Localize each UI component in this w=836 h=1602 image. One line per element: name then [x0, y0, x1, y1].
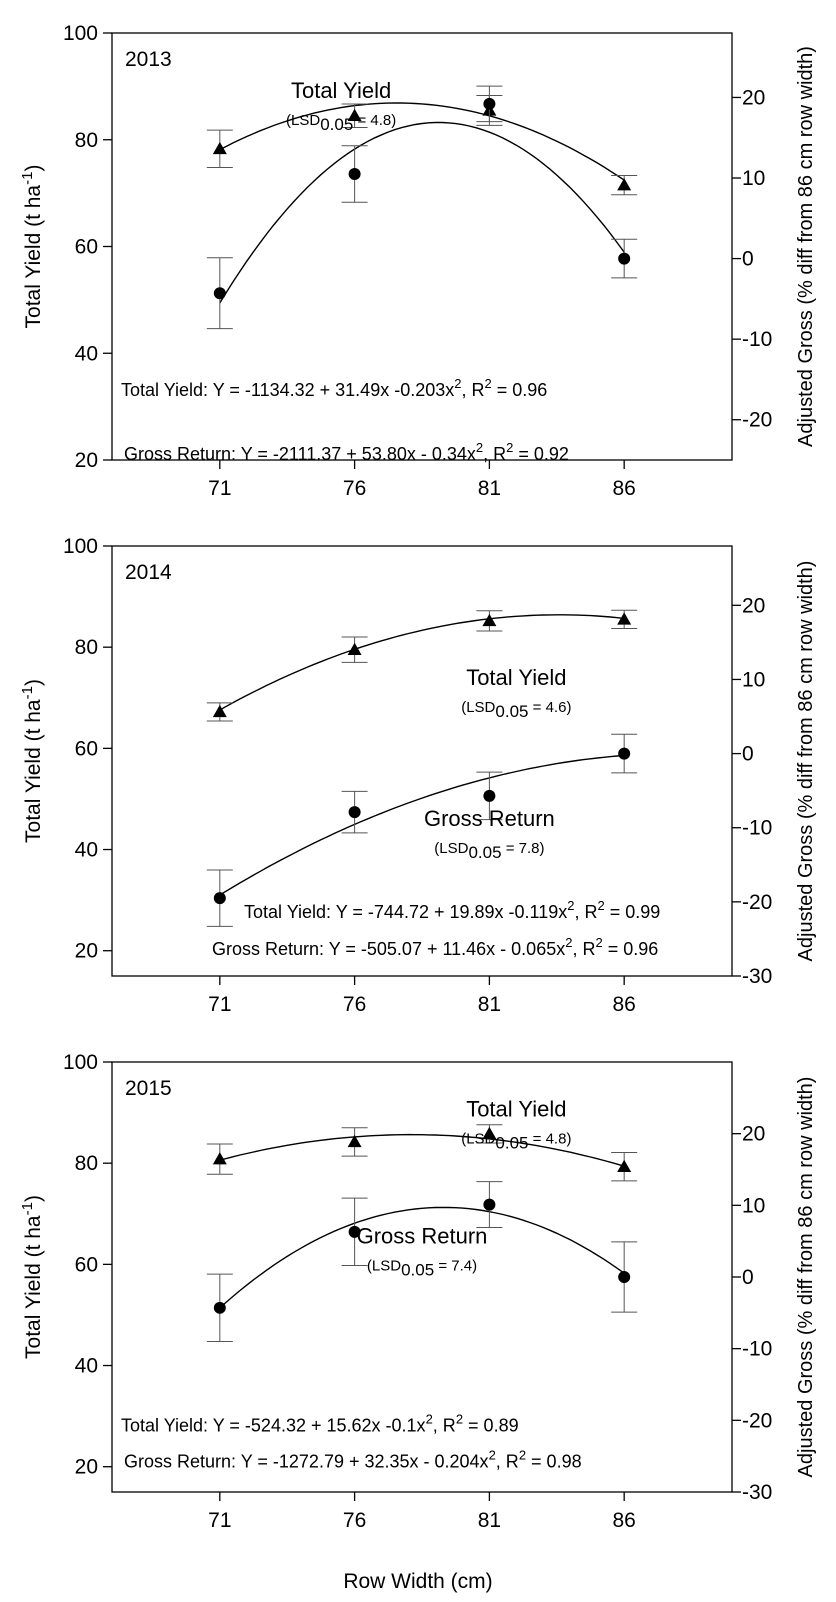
lsd-label: (LSD0.05 = 4.8) [286, 112, 396, 134]
data-point-circle [349, 806, 361, 818]
y-tick-label: 100 [63, 22, 98, 45]
y2-tick-label: -30 [742, 1481, 772, 1504]
data-point-triangle [617, 1160, 631, 1172]
y-tick-label: 60 [75, 1253, 98, 1276]
y-tick-label: 40 [75, 839, 98, 862]
y-tick-label: 100 [63, 1051, 98, 1074]
panel-year-label: 2013 [125, 48, 172, 71]
y2-tick-label: 20 [742, 86, 765, 109]
regression-equation: Gross Return: Y = -505.07 + 11.46x - 0.0… [212, 935, 658, 959]
y-axis-label: Total Yield (t ha-1) [19, 1195, 45, 1359]
y2-tick-label: 0 [742, 1266, 754, 1289]
y-tick-label: 20 [75, 940, 98, 963]
y-tick-label: 80 [75, 129, 98, 152]
y2-tick-label: -10 [742, 817, 772, 840]
lsd-label: (LSD0.05 = 7.4) [367, 1257, 477, 1279]
x-tick-label: 81 [478, 1509, 501, 1532]
y2-axis-label: Adjusted Gross (% diff from 86 cm row wi… [795, 1077, 817, 1478]
data-point-circle [483, 1199, 495, 1211]
regression-equation: Gross Return: Y = -1272.79 + 32.35x - 0.… [124, 1448, 582, 1472]
y-tick-label: 40 [75, 1355, 98, 1378]
y2-tick-label: 10 [742, 1194, 765, 1217]
y2-tick-label: -10 [742, 328, 772, 351]
x-tick-label: 71 [208, 993, 231, 1016]
y2-tick-label: -10 [742, 1338, 772, 1361]
y2-tick-label: 20 [742, 594, 765, 617]
data-point-triangle [617, 178, 631, 190]
x-tick-label: 71 [208, 1509, 231, 1532]
panel-year-label: 2014 [125, 561, 172, 584]
y-axis-label: Total Yield (t ha-1) [19, 679, 45, 843]
fit-curve [220, 123, 624, 304]
y2-tick-label: 10 [742, 167, 765, 190]
series-name-label: Total Yield [291, 78, 391, 103]
data-point-circle [214, 287, 226, 299]
y-tick-label: 80 [75, 636, 98, 659]
data-point-circle [349, 168, 361, 180]
y-tick-label: 100 [63, 535, 98, 558]
series-name-label: Gross Return [424, 806, 555, 831]
x-tick-label: 71 [208, 477, 231, 500]
y2-tick-label: -30 [742, 965, 772, 988]
chart-panel-2014: 20 40 60 80 100 -30 -20 -10 0 10 20 71 76 81 86 Total Y… [19, 535, 817, 1016]
y-tick-label: 60 [75, 737, 98, 760]
x-tick-label: 86 [612, 477, 635, 500]
fit-curve [220, 755, 624, 895]
regression-equation: Total Yield: Y = -524.32 + 15.62x -0.1x2… [121, 1411, 519, 1435]
data-point-circle [214, 1302, 226, 1314]
lsd-label: (LSD0.05 = 7.8) [434, 840, 544, 862]
series-name-label: Total Yield [466, 665, 566, 690]
y-tick-label: 20 [75, 1456, 98, 1479]
y2-axis-label: Adjusted Gross (% diff from 86 cm row wi… [795, 46, 817, 447]
chart-panel-2013: 20 40 60 80 100 -20 -10 0 10 20 71 76 81 86 Total Yiel… [19, 0, 817, 500]
data-point-circle [618, 253, 630, 265]
y-axis-label: Total Yield (t ha-1) [19, 165, 45, 329]
series-name-label: Gross Return [357, 1223, 488, 1248]
x-axis-label: Row Width (cm) [343, 1570, 492, 1593]
fit-curve [220, 103, 624, 180]
series-total-yield: Total Yield (LSD0.05 = 4.8) [207, 1097, 637, 1181]
panel-year-label: 2015 [125, 1077, 172, 1100]
data-point-circle [483, 790, 495, 802]
chart-panel-2015: 20 40 60 80 100 -30 -20 -10 0 10 20 71 76 81 86 Total Y… [19, 1051, 817, 1532]
x-tick-label: 86 [612, 993, 635, 1016]
series-total-yield: Total Yield (LSD0.05 = 4.8) [207, 78, 637, 195]
y2-tick-label: 20 [742, 1123, 765, 1146]
x-tick-label: 86 [612, 1509, 635, 1532]
y2-tick-label: -20 [742, 409, 772, 432]
y2-tick-label: -20 [742, 891, 772, 914]
series-name-label: Total Yield [466, 1097, 566, 1122]
y-tick-label: 20 [75, 449, 98, 472]
y2-axis-label: Adjusted Gross (% diff from 86 cm row wi… [795, 561, 817, 962]
y2-tick-label: -20 [742, 1409, 772, 1432]
regression-equation: Gross Return: Y = -2111.37 + 53.80x - 0.… [124, 440, 569, 464]
lsd-label: (LSD0.05 = 4.6) [461, 699, 571, 721]
y-tick-label: 40 [75, 342, 98, 365]
y2-tick-label: 10 [742, 668, 765, 691]
y2-tick-label: 0 [742, 248, 754, 271]
x-tick-label: 81 [478, 993, 501, 1016]
data-point-circle [214, 892, 226, 904]
y-tick-label: 60 [75, 236, 98, 259]
x-tick-label: 76 [343, 993, 366, 1016]
data-point-circle [618, 1271, 630, 1283]
x-tick-label: 81 [478, 477, 501, 500]
series-total-yield: Total Yield (LSD0.05 = 4.6) [207, 610, 637, 721]
series-gross-return: Gross Return (LSD0.05 = 7.4) [207, 1182, 637, 1342]
y2-tick-label: 0 [742, 743, 754, 766]
data-point-triangle [213, 142, 227, 154]
fit-curve [220, 615, 624, 710]
series-gross-return: Gross Return(LSD0.05 = 6.3) [207, 0, 637, 329]
regression-equation: Total Yield: Y = -1134.32 + 31.49x -0.20… [121, 376, 547, 400]
data-point-circle [483, 98, 495, 110]
data-point-circle [618, 748, 630, 760]
y-tick-label: 80 [75, 1152, 98, 1175]
data-point-triangle [348, 643, 362, 655]
x-tick-label: 76 [343, 477, 366, 500]
x-tick-label: 76 [343, 1509, 366, 1532]
regression-equation: Total Yield: Y = -744.72 + 19.89x -0.119… [244, 898, 660, 922]
